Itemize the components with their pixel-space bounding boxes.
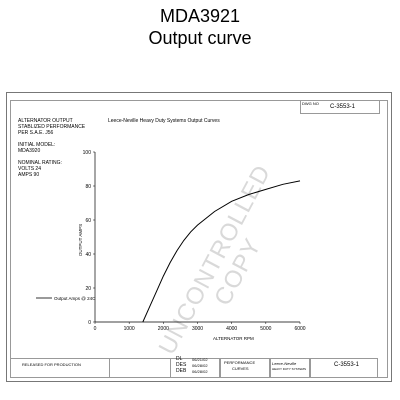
series-line <box>142 180 301 323</box>
spec-line: INITIAL MODEL: <box>18 142 56 148</box>
x-tick-label: 4000 <box>226 326 237 332</box>
y-tick-label: 60 <box>85 218 91 224</box>
y-tick-label: 80 <box>85 184 91 190</box>
dwg-number: C-3553-1 <box>334 362 360 368</box>
y-axis-label: OUTPUT AMPS <box>78 224 83 256</box>
spec-line: NOMINAL RATING: <box>18 160 62 166</box>
title-block-number <box>310 358 378 378</box>
title-block-dates <box>170 358 220 378</box>
des-date: 06/28/02 <box>192 363 208 368</box>
spec-line: VOLTS 24 <box>18 166 41 172</box>
deb-label: DEB <box>176 368 187 374</box>
spec-line: ALTERNATOR OUTPUT <box>18 118 73 124</box>
x-axis-label: ALTERNATOR RPM <box>213 336 254 341</box>
page-title: MDA3921 <box>159 6 241 26</box>
curves-label: CURVES <box>232 366 249 371</box>
company-sub: HEAVY DUTY SYSTEMS <box>272 367 307 371</box>
x-tick-label: 3000 <box>192 326 203 332</box>
y-tick-label: 0 <box>88 320 91 326</box>
x-tick-label: 5000 <box>260 326 271 332</box>
y-tick-label: 40 <box>85 252 91 258</box>
company-logo: Leece-Neville <box>272 361 297 366</box>
x-tick-label: 1000 <box>124 326 135 332</box>
top-ref-box <box>300 100 380 114</box>
performance-label: PERFORMANCE <box>224 360 256 365</box>
dl-label: DL <box>176 356 183 362</box>
chart-axes <box>94 152 300 323</box>
spec-line: AMPS 90 <box>18 172 40 178</box>
page-subtitle: Output curve <box>148 28 252 48</box>
chart-title: Leece-Neville Heavy Duty Systems Output … <box>108 118 220 124</box>
legend-label: Output Amps @ 24C <box>54 296 96 301</box>
title-block-perf <box>220 358 270 378</box>
title-block-company <box>270 358 310 378</box>
chart-legend: Output Amps @ 24C <box>36 296 96 301</box>
chart-ticks: 0 1000 2000 3000 4000 5000 6000 0 20 40 60 80 100 <box>83 150 306 332</box>
des-label: DES <box>176 362 187 368</box>
y-tick-label: 20 <box>85 286 91 292</box>
spec-block: ALTERNATOR OUTPUT STABLIZED PERFORMANCE … <box>18 118 85 178</box>
deb-date: 06/28/02 <box>192 369 208 374</box>
spec-line: PER S.A.E. J56 <box>18 130 54 136</box>
top-ref-number: C-3553-1 <box>330 104 356 110</box>
x-tick-label: 0 <box>94 326 97 332</box>
spec-line: STABLIZED PERFORMANCE <box>18 124 86 130</box>
released-label: RELEASED FOR PRODUCTION <box>22 362 81 367</box>
spec-line: MDA3920 <box>18 148 41 154</box>
drawing-sheet <box>6 92 392 382</box>
x-tick-label: 2000 <box>158 326 169 332</box>
top-ref-small-label: DWG NO <box>302 101 319 106</box>
y-tick-label: 100 <box>83 150 92 156</box>
chart-series <box>142 180 301 323</box>
title-block-cell <box>10 358 110 378</box>
x-tick-label: 6000 <box>294 326 305 332</box>
dl-date: 06/21/02 <box>192 357 208 362</box>
